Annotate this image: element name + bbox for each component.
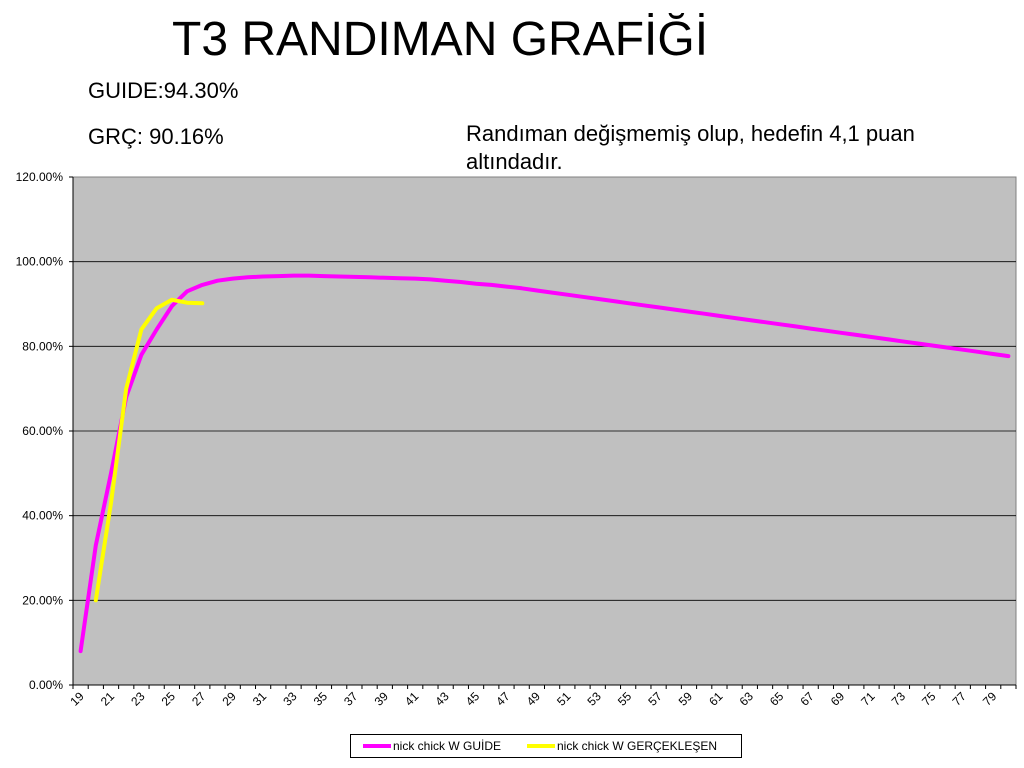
y-tick-label: 40.00%: [22, 509, 63, 523]
x-tick-label: 57: [645, 689, 665, 709]
x-tick-label: 19: [67, 689, 87, 709]
x-tick-label: 31: [250, 689, 270, 709]
series-line-0: [78, 273, 1011, 654]
x-tick-label: 51: [554, 689, 574, 709]
x-tick-label: 55: [615, 689, 635, 709]
y-tick-label: 80.00%: [22, 339, 63, 353]
x-tick-label: 23: [128, 689, 148, 709]
page-title: T3 RANDIMAN GRAFİĞİ: [172, 13, 709, 66]
x-tick-label: 25: [159, 689, 179, 709]
x-tick-label: 69: [828, 689, 848, 709]
x-tick-label: 67: [797, 689, 817, 709]
chart-legend: nick chick W GUİDE nick chick W GERÇEKLE…: [350, 734, 742, 758]
guide-stat: GUIDE:94.30%: [88, 78, 239, 103]
y-tick-label: 100.00%: [16, 255, 64, 269]
x-tick-label: 73: [889, 689, 909, 709]
x-tick-label: 75: [919, 689, 939, 709]
x-tick-label: 27: [189, 689, 209, 709]
x-tick-label: 79: [980, 689, 1000, 709]
x-tick-label: 59: [676, 689, 696, 709]
x-tick-label: 71: [858, 689, 878, 709]
legend-label-guide: nick chick W GUİDE: [393, 739, 502, 753]
legend-swatch-guide: [363, 744, 391, 748]
x-tick-label: 65: [767, 689, 787, 709]
x-tick-label: 47: [493, 689, 513, 709]
x-tick-label: 43: [432, 689, 452, 709]
series-line-1: [93, 297, 205, 603]
x-tick-label: 53: [585, 689, 605, 709]
x-tick-label: 61: [706, 689, 726, 709]
grc-stat: GRÇ: 90.16%: [88, 124, 224, 149]
y-tick-label: 120.00%: [16, 170, 64, 184]
x-tick-label: 21: [98, 689, 118, 709]
x-tick-label: 41: [402, 689, 422, 709]
x-tick-label: 39: [372, 689, 392, 709]
y-tick-label: 60.00%: [22, 424, 63, 438]
y-tick-label: 0.00%: [29, 678, 63, 692]
x-tick-label: 63: [737, 689, 757, 709]
legend-item-guide: nick chick W GUİDE: [363, 735, 501, 757]
x-tick-label: 49: [524, 689, 544, 709]
x-tick-label: 29: [219, 689, 239, 709]
x-tick-label: 33: [280, 689, 300, 709]
x-tick-label: 37: [341, 689, 361, 709]
x-tick-label: 35: [311, 689, 331, 709]
legend-label-actual: nick chick W GERÇEKLEŞEN: [557, 739, 718, 753]
legend-item-actual: nick chick W GERÇEKLEŞEN: [527, 735, 717, 757]
note-text: Randıman değişmemiş olup, hedefin 4,1 pu…: [466, 121, 915, 174]
legend-swatch-actual: [527, 744, 555, 748]
x-tick-label: 77: [950, 689, 970, 709]
x-tick-label: 45: [463, 689, 483, 709]
y-tick-label: 20.00%: [22, 593, 63, 607]
